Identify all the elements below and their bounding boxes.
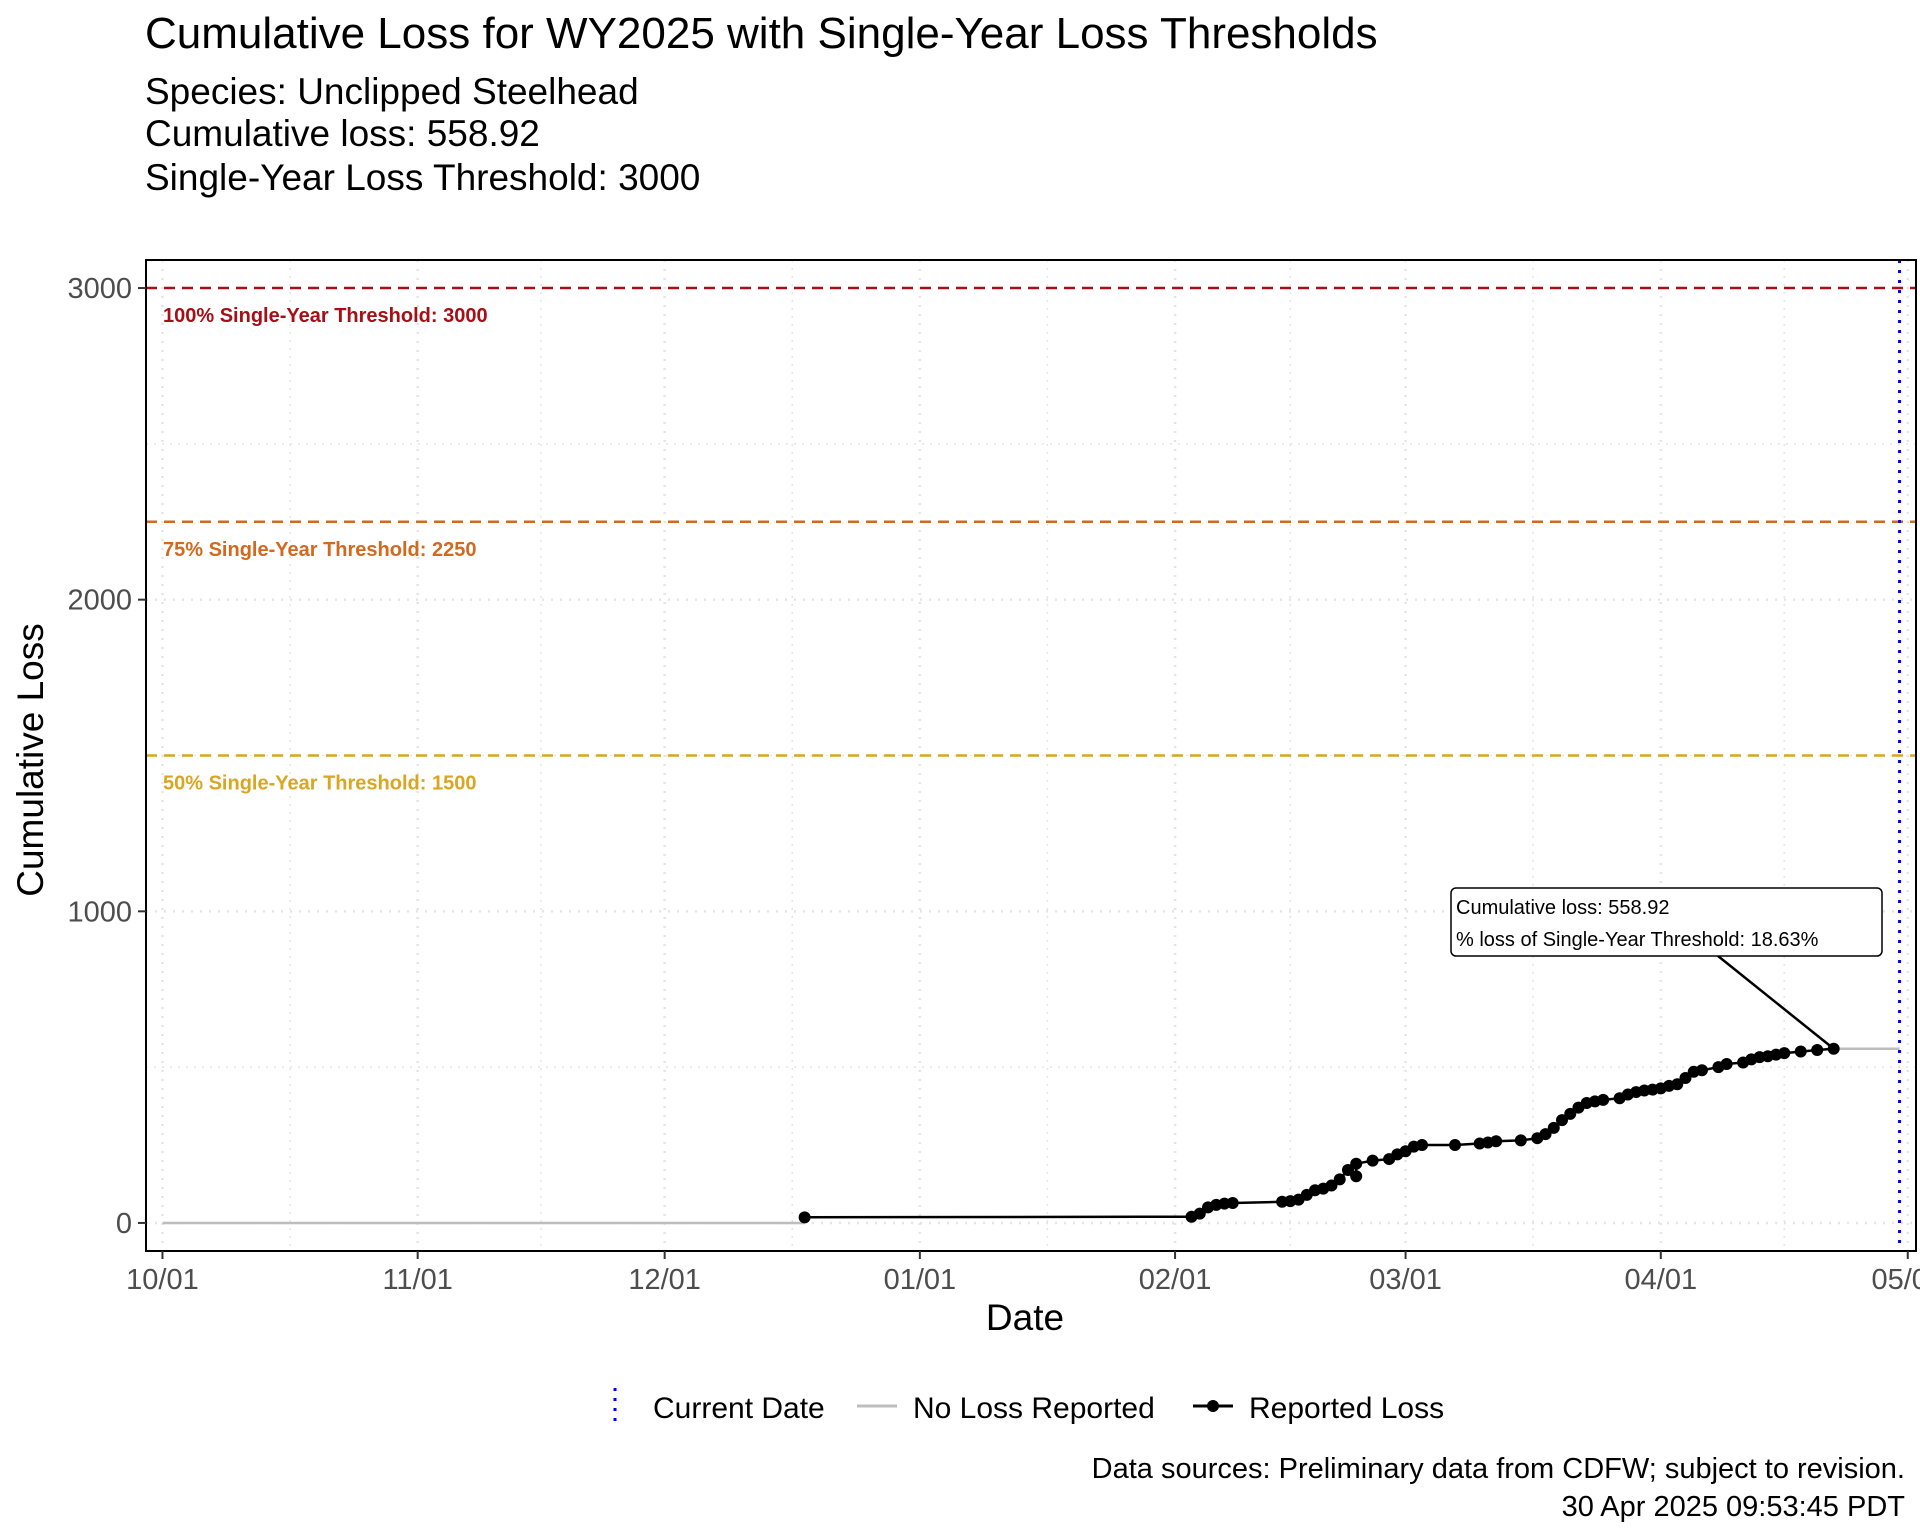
series (162, 1042, 1900, 1225)
data-point (1333, 1173, 1346, 1186)
y-tick-label: 3000 (67, 273, 132, 305)
x-tick-label: 01/01 (884, 1264, 957, 1296)
threshold-label: 50% Single-Year Threshold: 1500 (163, 773, 476, 795)
threshold-lines: 100% Single-Year Threshold: 3000 75% Sing… (146, 260, 1916, 1251)
x-tick-label: 11/01 (382, 1264, 452, 1296)
annotation-line-1: Cumulative loss: 558.92 (1456, 897, 1669, 919)
y-tick-label: 1000 (67, 896, 132, 928)
threshold-label: 75% Single-Year Threshold: 2250 (163, 539, 476, 561)
data-point (1226, 1197, 1239, 1210)
caption-timestamp: 30 Apr 2025 09:53:45 PDT (1562, 1491, 1906, 1523)
annotation-line-2: % loss of Single-Year Threshold: 18.63% (1456, 929, 1819, 951)
annotation-box (1450, 887, 1883, 957)
y-axis-title: Cumulative Loss (10, 623, 51, 897)
data-point (1564, 1107, 1577, 1120)
data-point (1341, 1163, 1354, 1176)
data-point (1556, 1114, 1568, 1127)
subtitle-cumulative-loss: Cumulative loss: 558.92 (145, 113, 540, 154)
y-tick-label: 0 (116, 1208, 132, 1240)
chart-title: Cumulative Loss for WY2025 with Single-Y… (145, 9, 1378, 58)
data-point (1193, 1207, 1206, 1220)
x-axis-title: Date (986, 1297, 1064, 1338)
subtitle-species: Species: Unclipped Steelhead (145, 71, 639, 112)
legend-label-current-date: Current Date (653, 1392, 825, 1425)
annotation: Cumulative loss: 558.92 % loss of Single-… (1450, 887, 1883, 1050)
legend-key-reported-loss-point (1207, 1400, 1219, 1412)
data-point (1366, 1154, 1379, 1167)
data-point (1695, 1064, 1708, 1077)
x-tick-label: 05/01 (1871, 1264, 1920, 1296)
data-point (1811, 1043, 1824, 1056)
data-point (1350, 1157, 1363, 1170)
subtitle-threshold: Single-Year Loss Threshold: 3000 (145, 157, 700, 198)
axes: 0 1000 2000 3000 10/01 11/01 12/01 01/01 02/01 03… (67, 273, 1920, 1296)
x-tick-label: 12/01 (628, 1264, 701, 1296)
data-point (1671, 1078, 1684, 1091)
data-point (1720, 1058, 1733, 1071)
x-tick-label: 02/01 (1139, 1264, 1212, 1296)
data-point (798, 1211, 811, 1224)
threshold-label: 100% Single-Year Threshold: 3000 (163, 305, 488, 327)
annotation-leader-line (1717, 955, 1835, 1050)
data-point (1778, 1047, 1791, 1060)
data-point (1679, 1072, 1692, 1085)
data-point (1448, 1139, 1461, 1152)
caption-data-source: Data sources: Preliminary data from CDFW… (1092, 1453, 1905, 1485)
data-point (1325, 1179, 1338, 1192)
x-tick-label: 10/01 (126, 1264, 199, 1296)
legend: Current Date No Loss Reported Reported L… (613, 1388, 1444, 1428)
data-point (1416, 1139, 1429, 1152)
data-point (1514, 1134, 1527, 1147)
data-point (1547, 1121, 1560, 1134)
x-tick-label: 03/01 (1369, 1264, 1442, 1296)
legend-label-no-loss: No Loss Reported (913, 1392, 1155, 1425)
data-point (1539, 1128, 1552, 1141)
data-point (1794, 1045, 1807, 1058)
plot-panel-border (145, 259, 1917, 1252)
data-point (1597, 1093, 1610, 1106)
legend-label-reported-loss: Reported Loss (1249, 1392, 1444, 1425)
x-tick-label: 04/01 (1625, 1264, 1698, 1296)
y-tick-label: 2000 (67, 585, 132, 617)
data-point (1350, 1170, 1363, 1183)
data-point (1490, 1135, 1503, 1148)
